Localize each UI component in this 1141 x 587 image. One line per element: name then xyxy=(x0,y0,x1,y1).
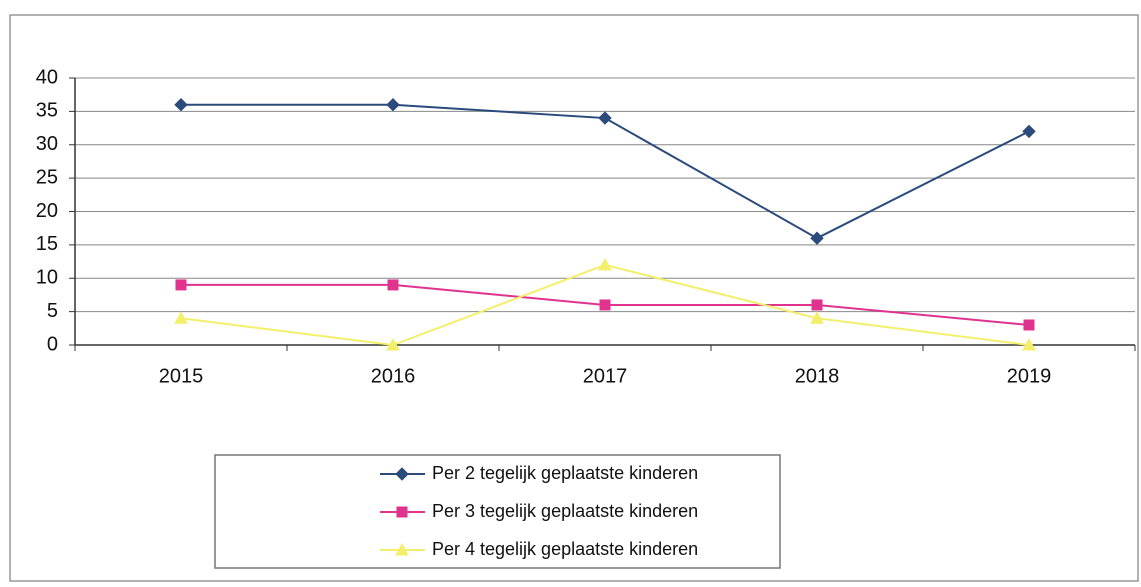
x-tick-label: 2019 xyxy=(1007,365,1052,387)
y-tick-label: 30 xyxy=(36,133,58,155)
y-tick-label: 35 xyxy=(36,100,58,122)
y-tick-label: 5 xyxy=(47,300,58,322)
legend-label: Per 3 tegelijk geplaatste kinderen xyxy=(432,501,698,521)
data-point xyxy=(386,337,400,351)
data-point xyxy=(810,311,824,324)
data-point xyxy=(598,111,612,125)
y-tick-label: 20 xyxy=(36,200,58,222)
data-point xyxy=(1022,337,1036,351)
data-point xyxy=(1023,319,1035,331)
legend-label: Per 4 tegelijk geplaatste kinderen xyxy=(432,539,698,559)
x-tick-label: 2015 xyxy=(159,365,204,387)
x-tick-label: 2016 xyxy=(371,365,416,387)
legend-box xyxy=(214,454,781,569)
legend-label: Per 2 tegelijk geplaatste kinderen xyxy=(432,463,698,483)
data-point xyxy=(386,97,400,112)
data-point xyxy=(599,299,611,311)
data-point xyxy=(175,279,187,291)
y-tick-label: 40 xyxy=(36,66,58,88)
legend-marker xyxy=(395,542,409,556)
legend-marker xyxy=(395,467,409,481)
y-tick-label: 15 xyxy=(36,233,58,255)
y-tick-label: 10 xyxy=(36,267,58,289)
chart-frame xyxy=(9,14,1139,582)
data-point xyxy=(387,279,399,291)
data-point xyxy=(174,311,188,324)
x-tick-label: 2017 xyxy=(583,365,628,387)
data-point xyxy=(811,299,823,311)
data-point xyxy=(174,97,188,112)
y-tick-label: 25 xyxy=(36,166,58,188)
data-point xyxy=(1022,124,1036,139)
data-point xyxy=(598,257,612,271)
x-tick-label: 2018 xyxy=(795,365,840,387)
y-tick-label: 0 xyxy=(47,333,58,355)
legend-marker xyxy=(396,506,408,518)
data-point xyxy=(810,231,824,245)
